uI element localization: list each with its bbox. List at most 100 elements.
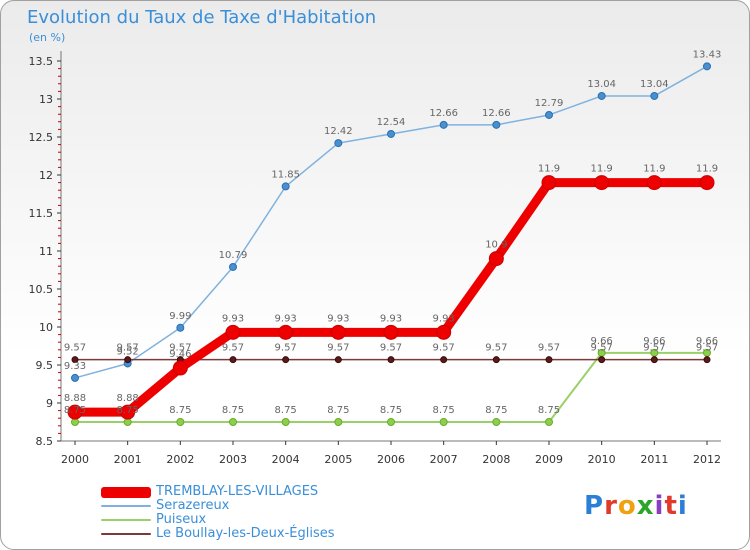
data-point-1	[545, 110, 553, 119]
data-label-3: 9.57	[275, 343, 297, 354]
data-label-0: 9.93	[327, 313, 349, 324]
data-point-2	[229, 418, 237, 426]
data-point-3	[387, 356, 395, 364]
legend-label: Le Boullay-les-Deux-Églises	[156, 526, 335, 541]
data-point-1	[387, 129, 395, 138]
data-label-3: 9.57	[327, 343, 349, 354]
legend-item: TREMBLAY-LES-VILLAGES	[101, 485, 401, 499]
y-tick-label: 9	[46, 397, 53, 410]
x-tick-label: 2004	[272, 453, 300, 466]
data-point-2	[387, 418, 395, 426]
data-point-3	[334, 356, 342, 364]
data-point-0	[646, 175, 662, 191]
legend-label: TREMBLAY-LES-VILLAGES	[156, 484, 319, 499]
data-label-3: 9.57	[485, 343, 507, 354]
x-tick-label: 2010	[588, 453, 616, 466]
data-point-2	[439, 418, 448, 426]
data-point-3	[71, 356, 79, 364]
data-label-1: 12.66	[482, 108, 511, 119]
data-point-1	[229, 262, 237, 271]
data-point-3	[229, 356, 237, 364]
data-label-2: 8.75	[117, 405, 139, 416]
data-label-1: 11.85	[271, 169, 300, 180]
legend-item: Puiseux	[101, 513, 401, 527]
line-chart: 8.5 9 9.5 10 10.5 11 11.5 12 12.5 13 13.5 2000 2001 2…	[29, 49, 722, 466]
data-point-2	[492, 418, 501, 426]
data-label-0: 11.9	[643, 164, 665, 175]
data-label-2: 8.75	[538, 405, 560, 416]
chart-subtitle: (en %)	[29, 31, 66, 44]
legend-label: Puiseux	[156, 512, 207, 527]
data-label-0: 9.46	[169, 349, 191, 360]
data-point-1	[703, 62, 711, 71]
data-label-3: 9.57	[696, 343, 718, 354]
y-tick-label: 13	[39, 93, 53, 106]
legend-label: Serazereux	[156, 498, 230, 513]
x-tick-label: 2007	[430, 453, 458, 466]
x-tick-label: 2008	[482, 453, 510, 466]
data-label-0: 9.93	[222, 313, 244, 324]
data-label-3: 9.57	[643, 343, 665, 354]
y-tick-label: 11	[39, 245, 53, 258]
y-tick-label: 12	[39, 169, 53, 182]
x-tick-label: 2009	[535, 453, 563, 466]
data-point-1	[439, 120, 448, 129]
data-label-2: 9.66	[591, 336, 613, 347]
data-point-2	[281, 418, 290, 426]
data-label-1: 9.33	[64, 361, 86, 372]
data-point-1	[281, 182, 290, 191]
x-tick-label: 2012	[693, 453, 721, 466]
data-label-1: 12.54	[377, 117, 406, 128]
data-label-2: 8.75	[327, 405, 349, 416]
data-label-1: 13.04	[587, 79, 616, 90]
data-label-3: 9.57	[117, 343, 139, 354]
legend-swatch	[101, 519, 151, 521]
data-point-0	[436, 324, 452, 340]
data-point-2	[176, 418, 185, 426]
data-label-3: 9.57	[538, 343, 560, 354]
data-point-1	[650, 91, 659, 100]
data-label-2: 8.75	[433, 405, 455, 416]
legend-swatch	[101, 486, 151, 498]
data-point-0	[488, 251, 504, 267]
data-label-1: 12.66	[429, 108, 458, 119]
data-label-1: 12.79	[535, 98, 564, 109]
data-label-1: 9.99	[169, 311, 191, 322]
legend-item: Serazereux	[101, 499, 401, 513]
data-point-0	[541, 175, 557, 191]
data-point-3	[650, 356, 658, 364]
data-point-0	[172, 360, 188, 376]
y-tick-label: 8.5	[36, 435, 54, 448]
y-tick-label: 10	[39, 321, 53, 334]
data-label-0: 9.93	[433, 313, 455, 324]
legend-item: Le Boullay-les-Deux-Églises	[101, 527, 401, 541]
data-label-3: 9.57	[64, 343, 86, 354]
data-label-0: 9.93	[275, 313, 297, 324]
x-tick-label: 2005	[324, 453, 352, 466]
x-tick-label: 2001	[114, 453, 142, 466]
data-point-2	[545, 418, 553, 426]
data-label-1: 13.04	[640, 79, 669, 90]
data-point-0	[120, 404, 136, 420]
data-label-2: 8.75	[485, 405, 507, 416]
data-label-1: 13.43	[693, 49, 722, 60]
data-label-1: 9.52	[117, 346, 139, 357]
data-label-2: 8.75	[275, 405, 297, 416]
data-point-3	[492, 356, 500, 364]
data-label-0: 11.9	[696, 164, 718, 175]
data-point-3	[124, 356, 132, 364]
chart-title: Evolution du Taux de Taxe d'Habitation	[27, 7, 377, 28]
x-tick-label: 2000	[61, 453, 89, 466]
data-point-0	[594, 175, 610, 191]
data-label-0: 10.9	[485, 240, 507, 251]
data-point-3	[598, 356, 606, 364]
data-point-3	[703, 356, 711, 364]
y-tick-label: 10.5	[29, 283, 54, 296]
data-point-2	[334, 418, 343, 426]
legend-swatch	[101, 533, 151, 535]
data-point-0	[278, 324, 294, 340]
data-point-1	[597, 91, 606, 100]
data-point-1	[176, 323, 185, 332]
legend: TREMBLAY-LES-VILLAGES Serazereux Puiseux Le…	[101, 485, 401, 541]
